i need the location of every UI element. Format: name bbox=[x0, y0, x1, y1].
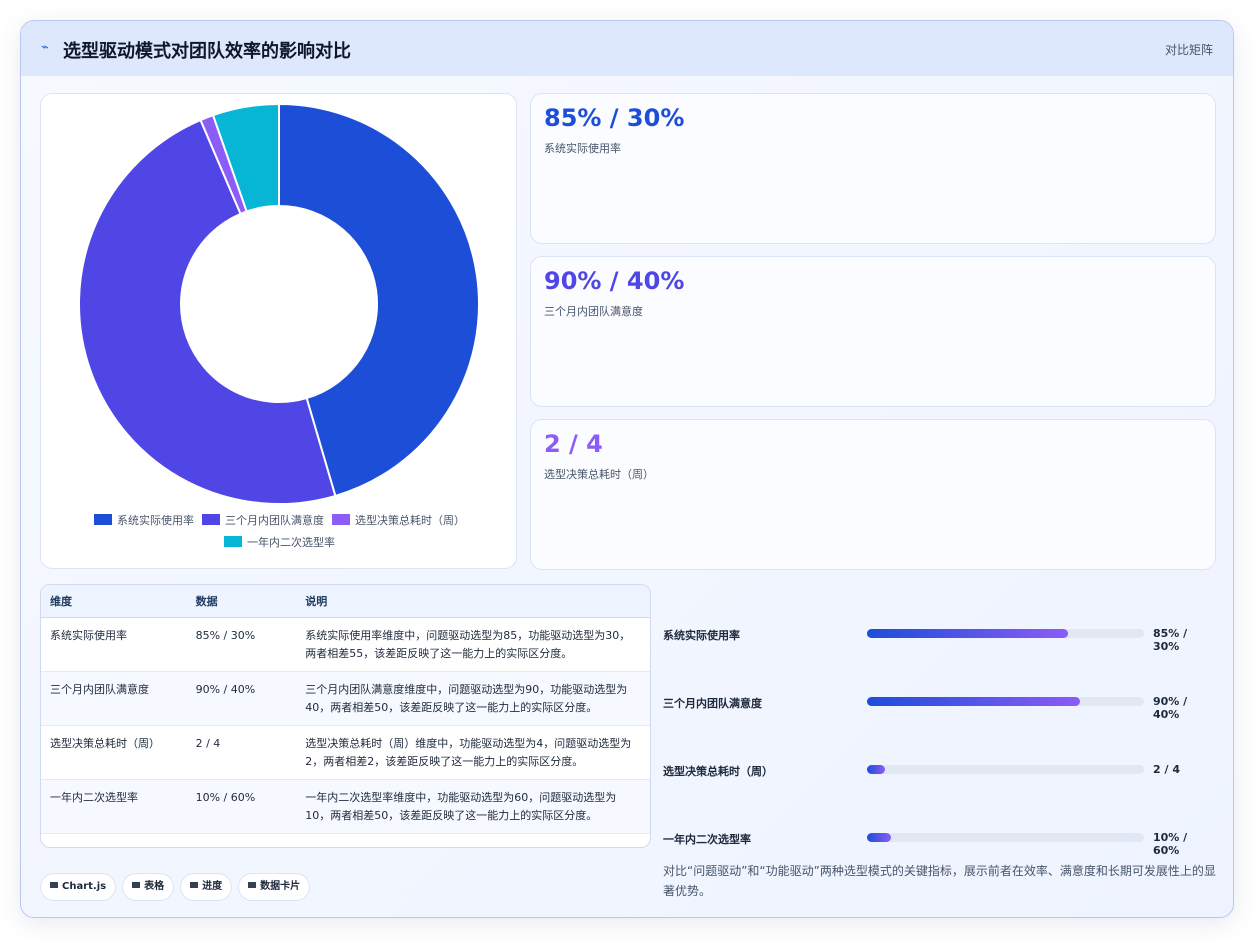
legend-swatch bbox=[94, 514, 112, 525]
legend-item: 选型决策总耗时（周） bbox=[332, 510, 465, 532]
column-header: 说明 bbox=[296, 585, 650, 618]
column-header: 数据 bbox=[186, 585, 297, 618]
table-row: 一年内二次选型率 10% / 60% 一年内二次选型率维度中，功能驱动选型为60，问… bbox=[41, 779, 650, 834]
icon: ⌁ bbox=[41, 40, 49, 55]
progress-value: 85% / 30% bbox=[1153, 627, 1188, 653]
legend-swatch bbox=[202, 514, 220, 525]
progress-track bbox=[867, 765, 1144, 774]
chip-label: Chart.js bbox=[62, 881, 107, 892]
table: 维度 数据 说明 系统实际使用率 85% / 30% 系统实际使用率维度中，问题驱动选型为… bbox=[40, 584, 651, 848]
stat-value: 2 / 4 bbox=[544, 430, 603, 458]
slice bbox=[77, 118, 337, 505]
slice bbox=[278, 102, 480, 498]
stat-value: 85% / 30% bbox=[544, 104, 685, 132]
progress-fill bbox=[867, 697, 1081, 706]
legend-item: 系统实际使用率 bbox=[94, 510, 194, 532]
legend-label: 三个月内团队满意度 bbox=[225, 514, 324, 527]
chip[interactable]: 数据卡片 bbox=[238, 873, 311, 901]
progress-track bbox=[867, 629, 1144, 638]
stat-label: 系统实际使用率 bbox=[544, 142, 621, 155]
chip-label: 表格 bbox=[144, 881, 165, 892]
progress-value: 2 / 4 bbox=[1153, 763, 1180, 776]
stat-card: 85% / 30% 系统实际使用率 bbox=[530, 93, 1216, 244]
table-row: 三个月内团队满意度 90% / 40% 三个月内团队满意度维度中，问题驱动选型为90… bbox=[41, 671, 650, 726]
table-cell: 10% / 60% bbox=[186, 779, 297, 834]
progress-track bbox=[867, 833, 1144, 842]
data-table: 维度 数据 说明 系统实际使用率 85% / 30% 系统实际使用率维度中，问题驱动选型为… bbox=[41, 585, 650, 834]
table-cell: 三个月内团队满意度维度中，问题驱动选型为90，功能驱动选型为40，两者相差50，… bbox=[296, 671, 650, 726]
progress-fill bbox=[867, 833, 891, 842]
progress-label: 选型决策总耗时（周） bbox=[663, 765, 773, 778]
legend-label: 系统实际使用率 bbox=[117, 514, 194, 527]
progress-row: 系统实际使用率 85% / 30% bbox=[663, 624, 1217, 653]
progress-value: 90% / 40% bbox=[1153, 695, 1188, 721]
table-cell: 85% / 30% bbox=[186, 617, 297, 672]
chip-icon bbox=[248, 882, 257, 888]
chip[interactable]: 表格 bbox=[122, 873, 175, 901]
legend-swatch bbox=[224, 536, 242, 547]
legend-item: 三个月内团队满意度 bbox=[202, 510, 324, 532]
legend-item: 一年内二次选型率 bbox=[224, 532, 335, 554]
stat-value: 90% / 40% bbox=[544, 267, 685, 295]
table-cell: 系统实际使用率维度中，问题驱动选型为85，功能驱动选型为30，两者相差55，该差… bbox=[296, 617, 650, 672]
chip-label: 数据卡片 bbox=[260, 881, 301, 892]
progress-fill bbox=[867, 765, 885, 774]
chip[interactable]: 进度 bbox=[180, 873, 233, 901]
progress-track bbox=[867, 697, 1144, 706]
table-row: 选型决策总耗时（周） 2 / 4 选型决策总耗时（周）维度中，功能驱动选型为4，问题… bbox=[41, 725, 650, 780]
chip-icon bbox=[50, 882, 58, 888]
progress-label: 一年内二次选型率 bbox=[663, 833, 751, 846]
header: ⌁ 选型驱动模式对团队效率的影响对比 对比矩阵 bbox=[21, 21, 1233, 76]
progress-value: 10% / 60% bbox=[1153, 831, 1188, 857]
progress-fill bbox=[867, 629, 1069, 638]
slice bbox=[211, 102, 280, 213]
table-cell: 2 / 4 bbox=[186, 725, 297, 780]
chip[interactable]: Chart.js bbox=[40, 873, 117, 901]
progress-list: 系统实际使用率 85% / 30% 三个月内团队满意度 90% / 40% 选型决策总耗… bbox=[663, 584, 1217, 857]
chip-icon bbox=[190, 882, 199, 888]
table-cell: 一年内二次选型率 bbox=[41, 779, 187, 834]
doughnut-chart bbox=[77, 102, 480, 505]
table-cell: 选型决策总耗时（周）维度中，功能驱动选型为4，问题驱动选型为2，两者相差2，该差… bbox=[296, 725, 650, 780]
chip-icon bbox=[132, 882, 141, 888]
stat-label: 三个月内团队满意度 bbox=[544, 305, 643, 318]
stat-label: 选型决策总耗时（周） bbox=[544, 468, 654, 481]
dashboard: ⌁ 选型驱动模式对团队效率的影响对比 对比矩阵 系统实际使用率 三个月内团队满意度… bbox=[20, 20, 1234, 918]
stat-card: 90% / 40% 三个月内团队满意度 bbox=[530, 256, 1216, 407]
header-row: 维度 数据 说明 bbox=[41, 585, 650, 618]
column-header: 维度 bbox=[41, 585, 187, 618]
progress-label: 系统实际使用率 bbox=[663, 629, 740, 642]
table-cell: 三个月内团队满意度 bbox=[41, 671, 187, 726]
progress-row: 三个月内团队满意度 90% / 40% bbox=[663, 692, 1217, 721]
legend-label: 一年内二次选型率 bbox=[247, 536, 335, 549]
table-cell: 系统实际使用率 bbox=[41, 617, 187, 672]
table-body: 系统实际使用率 85% / 30% 系统实际使用率维度中，问题驱动选型为85，功能驱… bbox=[41, 617, 650, 834]
progress-row: 选型决策总耗时（周） 2 / 4 bbox=[663, 760, 1217, 780]
table-row: 系统实际使用率 85% / 30% 系统实际使用率维度中，问题驱动选型为85，功能驱… bbox=[41, 617, 650, 672]
chart-card: 系统实际使用率 三个月内团队满意度 选型决策总耗时（周） 一年内二次选型率 bbox=[40, 93, 517, 569]
progress-label: 三个月内团队满意度 bbox=[663, 697, 762, 710]
legend-label: 选型决策总耗时（周） bbox=[355, 514, 465, 527]
progress-row: 一年内二次选型率 10% / 60% bbox=[663, 828, 1217, 857]
table-cell: 选型决策总耗时（周） bbox=[41, 725, 187, 780]
table-cell: 一年内二次选型率维度中，功能驱动选型为60，问题驱动选型为10，两者相差50，该… bbox=[296, 779, 650, 834]
summary: 对比“问题驱动”和“功能驱动”两种选型模式的关键指标，展示前者在效率、满意度和长… bbox=[663, 864, 1216, 898]
legend-swatch bbox=[332, 514, 350, 525]
table-cell: 90% / 40% bbox=[186, 671, 297, 726]
chips: Chart.js 表格 进度 数据卡片 bbox=[40, 873, 316, 901]
chip-label: 进度 bbox=[202, 881, 223, 892]
stat-card: 2 / 4 选型决策总耗时（周） bbox=[530, 419, 1216, 570]
title: 选型驱动模式对团队效率的影响对比 bbox=[63, 41, 351, 62]
legend: 系统实际使用率 三个月内团队满意度 选型决策总耗时（周） 一年内二次选型率 bbox=[61, 510, 498, 554]
tag: 对比矩阵 bbox=[1164, 43, 1213, 57]
